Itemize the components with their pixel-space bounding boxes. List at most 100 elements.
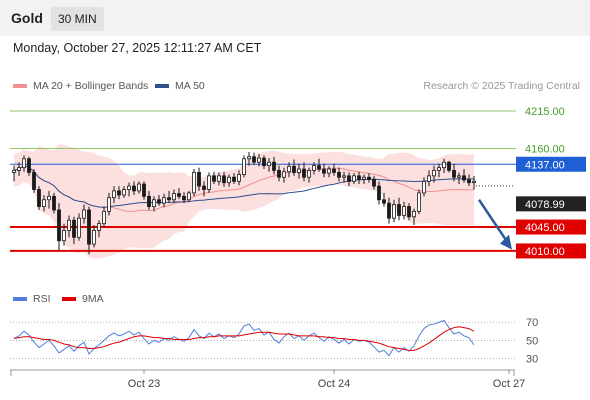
candle (277, 165, 281, 182)
candle-body (462, 175, 466, 181)
candle (177, 188, 181, 200)
candle (287, 162, 291, 178)
candle-body (452, 169, 456, 178)
candle (102, 206, 106, 228)
candle (22, 155, 26, 172)
candle (157, 194, 161, 206)
candle-body (377, 185, 381, 201)
candle (372, 175, 376, 190)
x-tick-label-Oct 23: Oct 23 (128, 378, 160, 390)
candle (202, 181, 206, 197)
legend-9ma-swatch (62, 297, 76, 301)
candle-body (267, 161, 271, 167)
candle-body (402, 206, 406, 216)
candle-body (457, 175, 461, 178)
candle-body (122, 189, 126, 196)
candle-body (52, 195, 56, 211)
candle (32, 169, 36, 193)
candle-body (292, 165, 296, 173)
candle-body (197, 172, 201, 187)
candle-body (92, 230, 96, 245)
candle-body (442, 161, 446, 169)
forecast-arrow-head (500, 234, 512, 250)
candle (427, 170, 431, 187)
candle-body (437, 167, 441, 171)
candle (357, 171, 361, 185)
candle (452, 163, 456, 182)
candle-body (302, 168, 306, 178)
candle-body (337, 172, 341, 178)
candle (252, 152, 256, 165)
candle (347, 172, 351, 187)
last-price-label: 4078.99 (525, 199, 565, 211)
candle-body (62, 230, 66, 242)
candle-body (417, 192, 421, 212)
candle (312, 162, 316, 175)
candle (147, 190, 151, 210)
candle-body (312, 165, 316, 171)
level-label-4010.00: 4010.00 (525, 246, 565, 258)
candle-body (297, 168, 301, 173)
candle (362, 174, 366, 185)
legend-rsi-swatch (13, 297, 27, 301)
candle-body (427, 175, 431, 182)
candle-body (187, 192, 191, 201)
candle (37, 186, 41, 210)
candle (397, 197, 401, 221)
candle (282, 167, 286, 183)
candle (457, 172, 461, 185)
candle (322, 163, 326, 178)
candle (472, 175, 476, 190)
level-label-4045.00: 4045.00 (525, 222, 565, 234)
candle (377, 181, 381, 205)
candle (17, 162, 21, 176)
candle (77, 213, 81, 241)
candle (247, 151, 251, 166)
legend-9ma-label: 9MA (82, 293, 104, 305)
candle (257, 154, 261, 167)
candle-body (217, 175, 221, 182)
candle (352, 173, 356, 185)
level-label-4137.00: 4137.00 (525, 159, 565, 171)
rsi-line (13, 319, 475, 357)
candle-body (17, 167, 21, 171)
level-label-4215.00: 4215.00 (525, 106, 565, 118)
candle (317, 158, 321, 172)
candle-body (322, 168, 326, 174)
candle (237, 170, 241, 186)
candle-body (67, 219, 71, 231)
candle (447, 160, 451, 173)
candle-body (167, 197, 171, 201)
candle-body (87, 209, 91, 245)
candle (52, 192, 56, 214)
candle (302, 162, 306, 182)
credit-text: Research © 2025 Trading Central (423, 80, 580, 92)
candle (382, 192, 386, 207)
candle-body (347, 175, 351, 182)
candle (337, 167, 341, 182)
candle-body (432, 169, 436, 177)
candle (127, 182, 131, 197)
candle-body (172, 193, 176, 201)
legend-ma50: MA 50 (155, 80, 205, 92)
candle (112, 186, 116, 204)
candle (182, 192, 186, 204)
level-label-4160.00: 4160.00 (525, 144, 565, 156)
candle (227, 174, 231, 187)
candle-body (102, 210, 106, 225)
candle (122, 186, 126, 198)
candle (162, 193, 166, 208)
candle (442, 158, 446, 174)
candle-body (32, 172, 36, 190)
candle (437, 163, 441, 178)
candle-body (262, 157, 266, 167)
rsi-tick-label-30: 30 (526, 353, 538, 365)
candle (42, 194, 46, 212)
candle-body (352, 175, 356, 182)
candle-body (212, 175, 216, 182)
candle-body (232, 176, 236, 182)
candle-body (112, 190, 116, 199)
timeframe-button[interactable]: 30 MIN (51, 7, 104, 31)
candle (152, 196, 156, 212)
candle-body (327, 168, 331, 174)
